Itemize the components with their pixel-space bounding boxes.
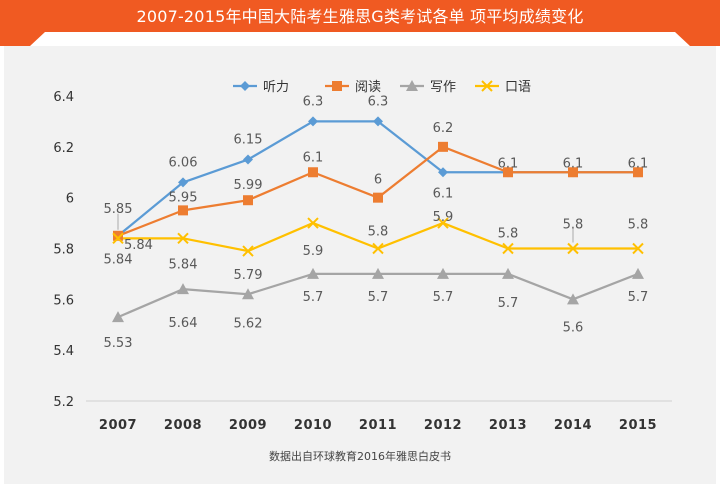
data-label: 6.1 bbox=[498, 156, 519, 171]
data-label: 6.3 bbox=[303, 94, 324, 109]
data-point-口语 bbox=[632, 242, 644, 255]
data-point-写作 bbox=[112, 311, 124, 323]
data-label: 5.84 bbox=[124, 238, 153, 253]
x-tick-label: 2009 bbox=[229, 418, 267, 433]
data-label: 6.2 bbox=[433, 121, 454, 136]
data-label: 6 bbox=[374, 173, 382, 188]
data-label: 5.9 bbox=[433, 210, 454, 225]
legend-label-口语: 口语 bbox=[505, 80, 531, 95]
data-label: 5.85 bbox=[104, 202, 133, 217]
data-point-阅读 bbox=[243, 195, 253, 206]
data-point-口语 bbox=[242, 245, 254, 257]
data-point-口语 bbox=[502, 242, 514, 255]
legend-label-阅读: 阅读 bbox=[355, 80, 381, 95]
x-tick-label: 2012 bbox=[424, 418, 462, 433]
data-label: 5.9 bbox=[303, 244, 324, 259]
data-label: 6.15 bbox=[234, 133, 263, 148]
data-label: 5.8 bbox=[563, 218, 584, 233]
data-label: 5.8 bbox=[498, 227, 519, 242]
y-tick-label: 5.8 bbox=[53, 243, 74, 258]
y-tick-label: 6 bbox=[66, 192, 74, 207]
legend-marker-听力 bbox=[240, 81, 250, 91]
data-point-阅读 bbox=[308, 167, 318, 178]
data-point-口语 bbox=[177, 232, 189, 245]
data-point-写作 bbox=[632, 267, 644, 279]
data-label: 6.1 bbox=[628, 156, 649, 171]
y-tick-label: 5.6 bbox=[53, 293, 74, 308]
data-label: 5.53 bbox=[104, 336, 133, 351]
data-point-听力 bbox=[373, 116, 383, 127]
x-tick-label: 2010 bbox=[294, 418, 332, 433]
data-point-听力 bbox=[438, 167, 448, 178]
data-point-写作 bbox=[502, 267, 514, 279]
legend-marker-写作 bbox=[406, 80, 418, 91]
data-label: 5.79 bbox=[234, 268, 263, 283]
x-tick-label: 2014 bbox=[554, 418, 592, 433]
data-point-写作 bbox=[242, 288, 254, 300]
data-point-口语 bbox=[372, 242, 384, 255]
data-point-阅读 bbox=[373, 192, 383, 203]
data-label: 6.06 bbox=[169, 155, 198, 170]
data-label: 5.95 bbox=[169, 190, 198, 205]
data-point-写作 bbox=[567, 293, 579, 305]
data-label: 5.84 bbox=[104, 252, 133, 267]
data-label: 5.62 bbox=[234, 316, 263, 331]
x-tick-label: 2011 bbox=[359, 418, 397, 433]
data-point-阅读 bbox=[113, 230, 123, 241]
data-point-写作 bbox=[372, 267, 384, 279]
y-tick-label: 5.4 bbox=[53, 344, 74, 359]
data-point-阅读 bbox=[633, 167, 643, 178]
x-tick-label: 2013 bbox=[489, 418, 527, 433]
page-title: 2007-2015年中国大陆考生雅思G类考试各单 项平均成绩变化 bbox=[136, 7, 584, 26]
data-label: 6.1 bbox=[433, 186, 454, 201]
x-tick-label: 2007 bbox=[99, 418, 137, 433]
data-point-听力 bbox=[243, 154, 253, 165]
data-label: 5.99 bbox=[234, 178, 263, 193]
data-point-写作 bbox=[437, 267, 449, 279]
data-point-阅读 bbox=[178, 205, 188, 216]
data-label: 5.64 bbox=[169, 316, 198, 331]
data-point-口语 bbox=[307, 217, 319, 229]
data-label: 5.7 bbox=[498, 296, 519, 311]
data-label: 5.7 bbox=[628, 290, 649, 305]
data-label: 5.6 bbox=[563, 320, 584, 335]
data-label: 6.3 bbox=[368, 94, 389, 109]
data-label: 5.7 bbox=[433, 290, 454, 305]
data-label: 6.1 bbox=[563, 156, 584, 171]
data-point-写作 bbox=[307, 267, 319, 279]
legend-label-写作: 写作 bbox=[430, 80, 456, 95]
data-point-阅读 bbox=[438, 141, 448, 152]
x-tick-label: 2015 bbox=[619, 418, 657, 433]
data-point-口语 bbox=[437, 217, 449, 229]
y-tick-label: 6.4 bbox=[53, 90, 74, 105]
y-tick-label: 5.2 bbox=[53, 395, 74, 410]
data-point-口语 bbox=[567, 242, 579, 255]
data-label: 5.8 bbox=[628, 218, 649, 233]
data-point-口语 bbox=[112, 232, 124, 245]
data-point-写作 bbox=[177, 283, 189, 295]
data-point-听力 bbox=[308, 116, 318, 127]
source-note: 数据出自环球教育2016年雅思白皮书 bbox=[269, 450, 451, 463]
legend-marker-阅读 bbox=[332, 81, 342, 91]
chart-panel bbox=[4, 46, 716, 484]
data-label: 5.7 bbox=[368, 290, 389, 305]
legend-label-听力: 听力 bbox=[263, 80, 289, 95]
data-point-阅读 bbox=[568, 167, 578, 178]
data-label: 5.8 bbox=[368, 225, 389, 240]
data-label: 5.7 bbox=[303, 290, 324, 305]
data-point-阅读 bbox=[503, 167, 513, 178]
data-label: 5.84 bbox=[169, 257, 198, 272]
data-point-听力 bbox=[178, 177, 188, 188]
x-tick-label: 2008 bbox=[164, 418, 202, 433]
y-tick-label: 6.2 bbox=[53, 141, 74, 156]
legend-marker-口语 bbox=[481, 80, 493, 92]
data-label: 6.1 bbox=[303, 150, 324, 165]
